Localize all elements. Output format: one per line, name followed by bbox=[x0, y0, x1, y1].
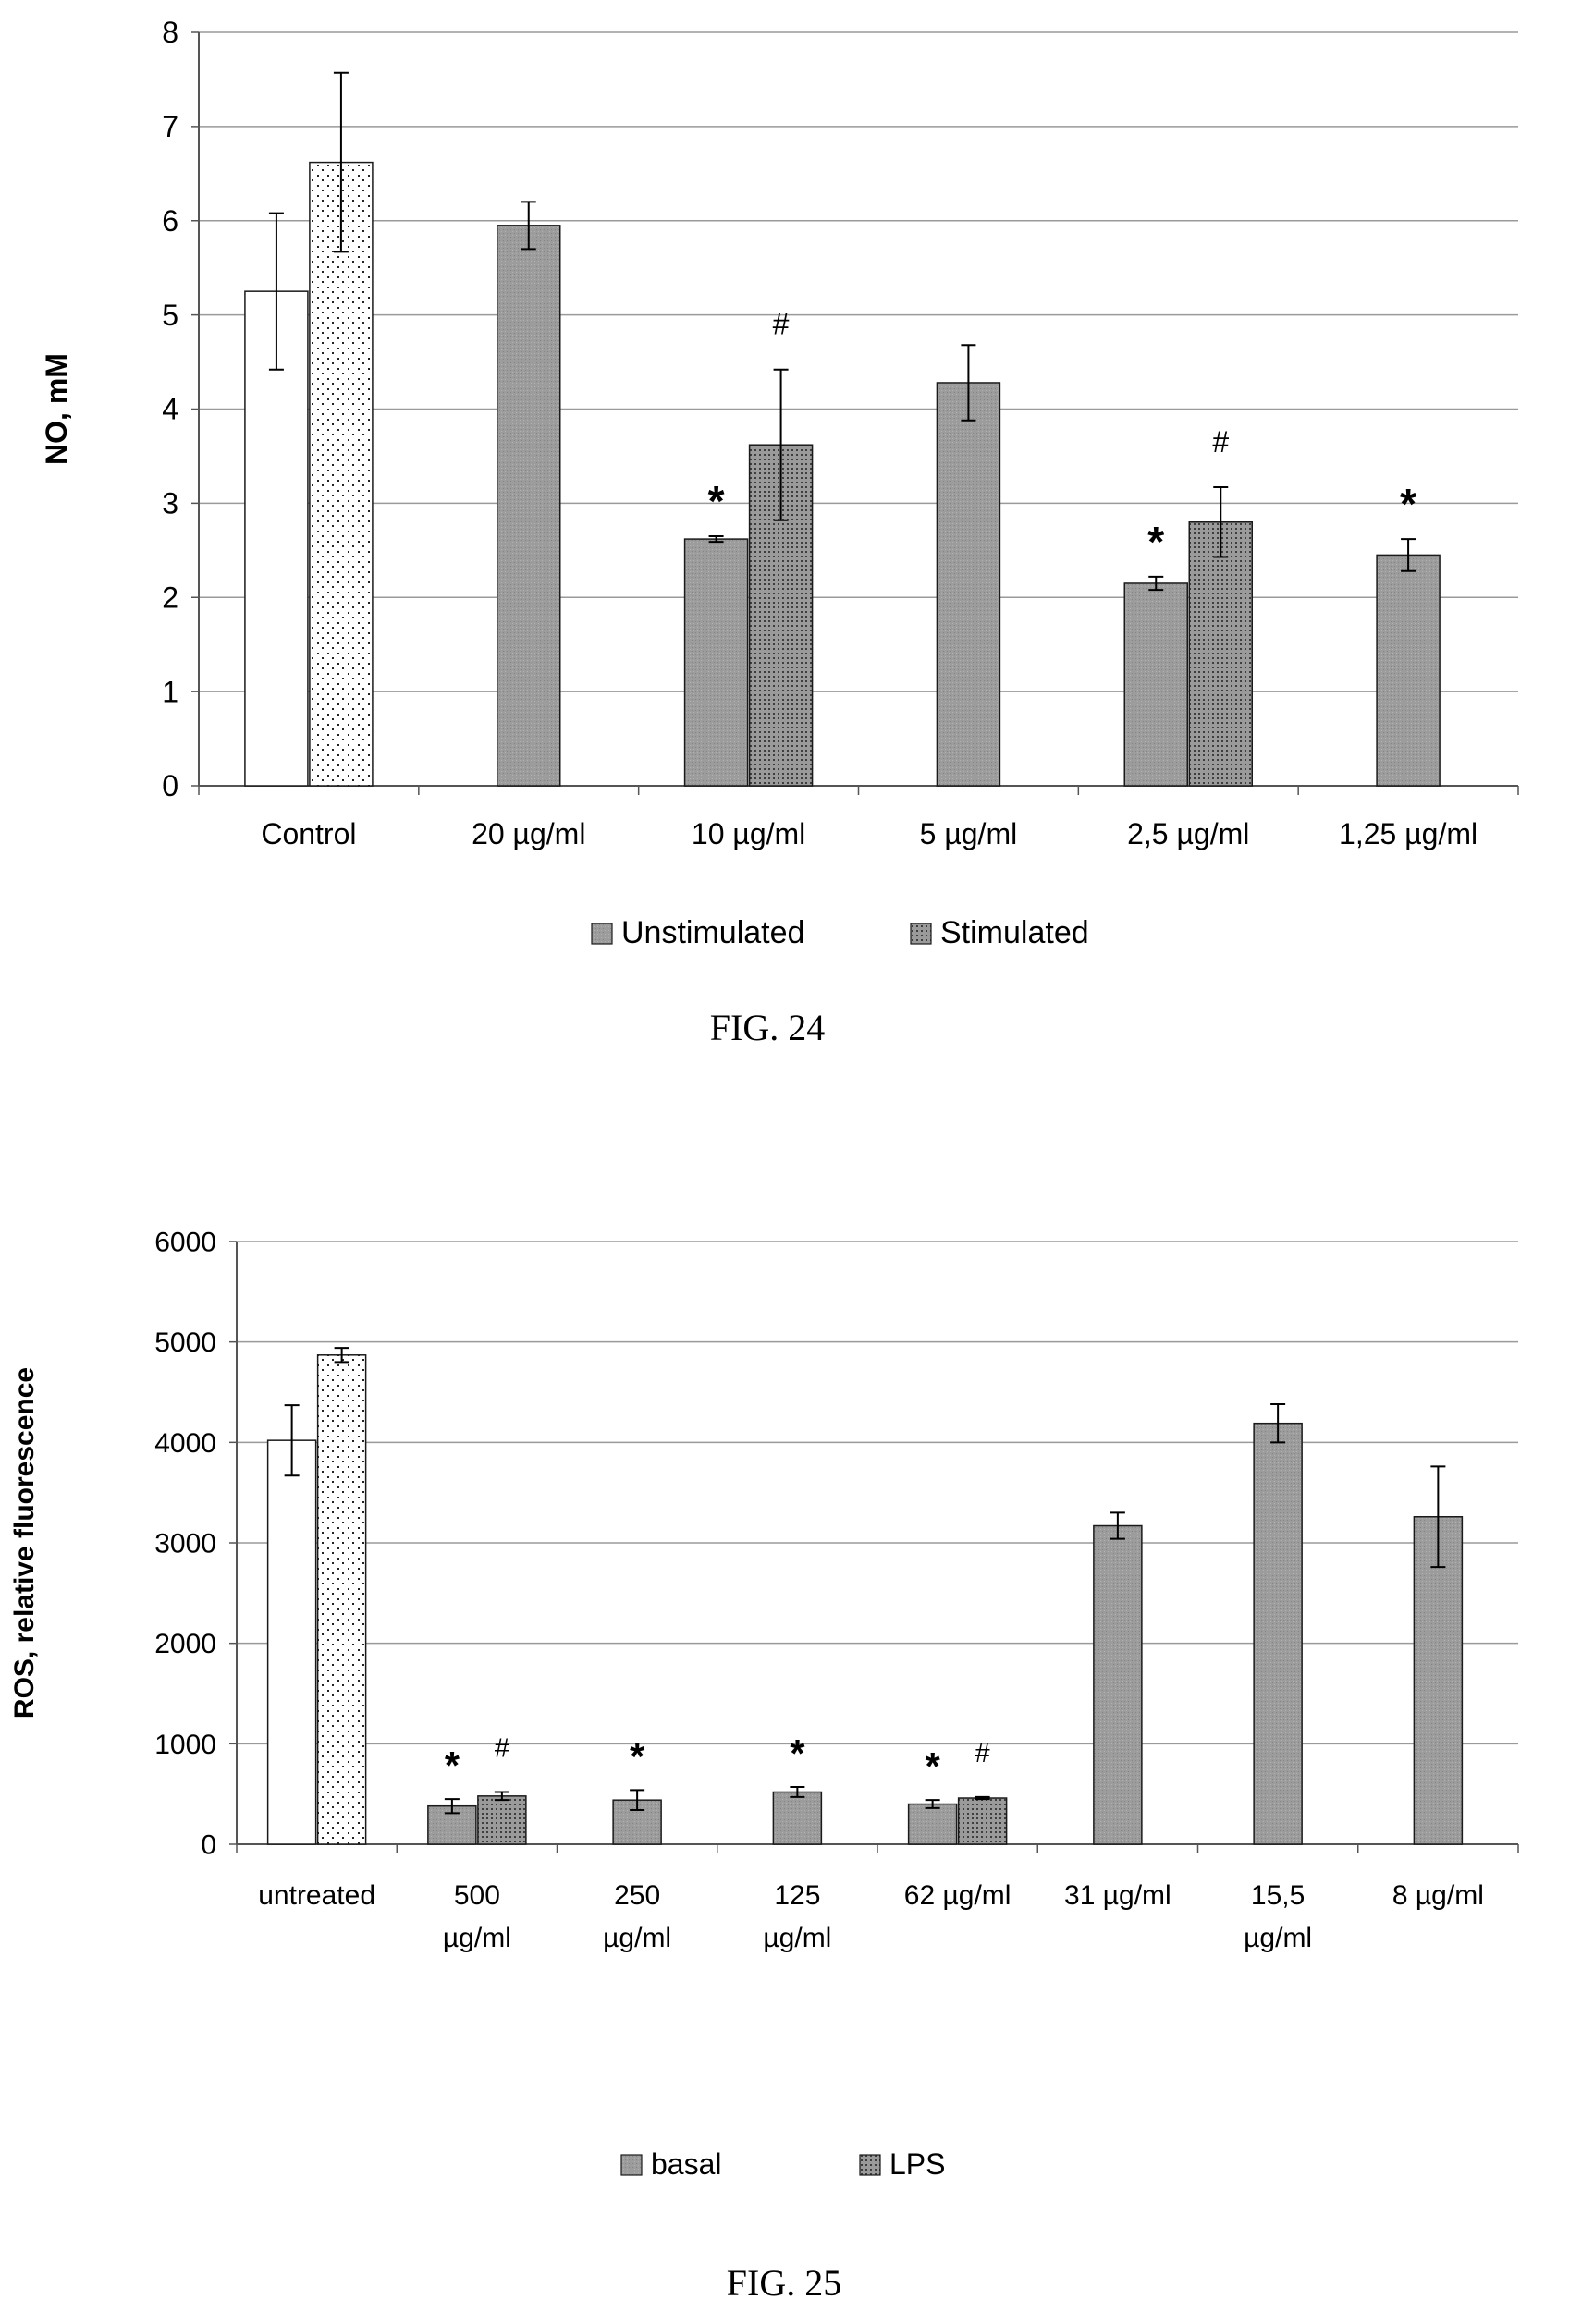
bar bbox=[1376, 554, 1441, 787]
bar bbox=[497, 225, 561, 787]
bar bbox=[309, 161, 374, 787]
bar bbox=[907, 1803, 958, 1845]
bar bbox=[957, 1797, 1008, 1845]
y-tick-label: 4000 bbox=[154, 1428, 216, 1459]
bar bbox=[936, 382, 1001, 787]
y-tick-label: 6 bbox=[162, 204, 178, 238]
y-tick-label: 2000 bbox=[154, 1629, 216, 1659]
legend-label: Stimulated bbox=[940, 915, 1089, 950]
y-tick-label: 4 bbox=[162, 393, 178, 426]
x-tick-label: 250 bbox=[614, 1880, 660, 1911]
significance-marker: * bbox=[1400, 480, 1416, 528]
y-tick-label: 1 bbox=[162, 675, 178, 708]
legend-swatch bbox=[620, 2154, 643, 2176]
bar bbox=[1188, 521, 1253, 787]
bar bbox=[772, 1791, 823, 1845]
x-tick-label: 31 µg/ml bbox=[1064, 1880, 1171, 1911]
x-tick-label: µg/ml bbox=[763, 1923, 831, 1953]
y-tick-label: 0 bbox=[162, 769, 178, 802]
significance-marker: * bbox=[630, 1735, 645, 1778]
no-chart-legend: Unstimulated Stimulated bbox=[591, 915, 1089, 950]
y-tick-label: 6000 bbox=[154, 1228, 216, 1258]
x-tick-label: 62 µg/ml bbox=[904, 1880, 1012, 1911]
x-tick-label: untreated bbox=[258, 1880, 375, 1911]
legend-label: basal bbox=[651, 2147, 722, 2181]
y-tick-label: 8 bbox=[162, 16, 178, 49]
legend-label: Unstimulated bbox=[621, 915, 804, 950]
y-tick-label: 5000 bbox=[154, 1327, 216, 1358]
significance-marker: * bbox=[445, 1744, 460, 1787]
x-tick-label: 20 µg/ml bbox=[472, 817, 585, 850]
significance-marker: # bbox=[773, 308, 790, 341]
bar bbox=[244, 290, 309, 787]
no-chart: 0 1 2 3 4 5 6 7 8 NO, mM Control 20 µg/ml 10 µg/ml 5 … bbox=[40, 16, 1519, 850]
ros-chart: 0 1000 2000 3000 4000 5000 6000 ROS, relative f… bbox=[9, 1228, 1519, 1953]
y-axis-label: ROS, relative fluorescence bbox=[9, 1367, 40, 1719]
y-tick-label: 7 bbox=[162, 110, 178, 143]
x-tick-label: µg/ml bbox=[443, 1923, 511, 1953]
bar bbox=[683, 538, 749, 787]
x-tick-label: 5 µg/ml bbox=[920, 817, 1018, 850]
y-tick-label: 5 bbox=[162, 299, 178, 332]
significance-marker: # bbox=[975, 1739, 990, 1768]
x-tick-label: 500 bbox=[454, 1880, 500, 1911]
x-tick-label: Control bbox=[261, 817, 356, 850]
fig-24-caption: FIG. 24 bbox=[710, 1007, 825, 1048]
legend-swatch bbox=[591, 923, 613, 945]
bar bbox=[1253, 1422, 1303, 1845]
x-tick-label: 10 µg/ml bbox=[692, 817, 805, 850]
significance-marker: * bbox=[1147, 518, 1164, 566]
x-tick-label: 8 µg/ml bbox=[1392, 1880, 1484, 1911]
x-tick-label: 1,25 µg/ml bbox=[1339, 817, 1478, 850]
y-tick-label: 3000 bbox=[154, 1529, 216, 1560]
x-tick-label: µg/ml bbox=[603, 1923, 671, 1953]
y-tick-label: 0 bbox=[201, 1830, 216, 1861]
significance-marker: * bbox=[926, 1745, 941, 1788]
bar bbox=[266, 1439, 317, 1845]
legend-swatch bbox=[859, 2154, 881, 2176]
x-tick-label: 125 bbox=[774, 1880, 820, 1911]
legend-label: LPS bbox=[889, 2147, 945, 2181]
bar bbox=[477, 1795, 527, 1845]
significance-marker: # bbox=[1212, 425, 1229, 459]
bar bbox=[316, 1354, 367, 1845]
bar bbox=[1413, 1515, 1464, 1845]
x-tick-label: 2,5 µg/ml bbox=[1127, 817, 1249, 850]
ros-chart-legend: basal LPS bbox=[620, 2147, 945, 2181]
y-tick-label: 2 bbox=[162, 581, 178, 614]
significance-marker: * bbox=[790, 1732, 805, 1775]
x-tick-label: µg/ml bbox=[1244, 1923, 1312, 1953]
x-tick-label: 15,5 bbox=[1251, 1880, 1305, 1911]
y-axis-label: NO, mM bbox=[40, 353, 73, 465]
legend-swatch bbox=[910, 923, 932, 945]
y-tick-label: 3 bbox=[162, 487, 178, 520]
y-tick-label: 1000 bbox=[154, 1730, 216, 1760]
bar bbox=[1123, 582, 1188, 787]
bar bbox=[1093, 1524, 1143, 1845]
significance-marker: # bbox=[495, 1733, 509, 1763]
fig-25-caption: FIG. 25 bbox=[727, 2262, 841, 2304]
significance-marker: * bbox=[708, 477, 725, 525]
